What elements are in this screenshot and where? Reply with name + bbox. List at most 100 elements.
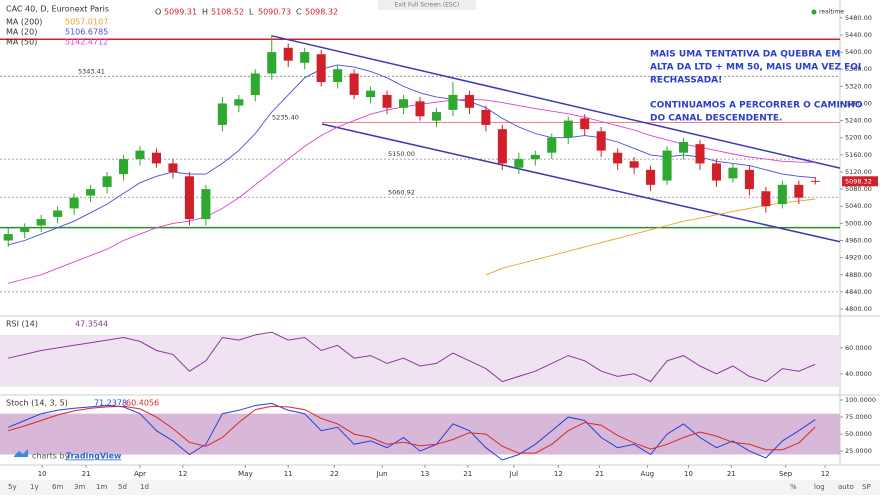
candle-body <box>629 161 639 168</box>
footer: 5y 1y 6m 3m 1m 5d 1d% log auto SP <box>8 483 871 491</box>
brand[interactable]: TradingView <box>66 452 122 461</box>
candle-body <box>563 120 573 138</box>
y-tick-label: 25.0000 <box>845 447 872 455</box>
candle-body <box>761 191 771 207</box>
range-button[interactable]: 1d <box>140 483 149 491</box>
range-button[interactable]: 5d <box>118 483 127 491</box>
candle-body <box>613 152 623 164</box>
y-tick-label: 5320.00 <box>845 82 872 90</box>
x-tick-label: 12 <box>821 470 830 478</box>
range-button[interactable]: 6m <box>52 483 63 491</box>
y-tick-label: 50.0000 <box>845 430 872 438</box>
last-price-box <box>842 176 878 187</box>
y-tick-label: 4960.00 <box>845 236 872 244</box>
x-tick-label: 21 <box>727 470 736 478</box>
legend-value: 5106.6785 <box>65 28 108 37</box>
candle-body <box>3 234 13 241</box>
candle-body <box>168 163 178 172</box>
y-tick-label: 5160.00 <box>845 151 872 159</box>
y-tick-label: 60.0000 <box>845 344 872 352</box>
x-tick-label: 12 <box>554 470 563 478</box>
exit-button[interactable] <box>378 0 476 10</box>
plot-layer: 4800.00 4840.00 4880.00 4920.00 4960.00 5000.… <box>0 14 878 478</box>
option-button[interactable]: % <box>790 483 797 491</box>
y-tick-label: 5400.00 <box>845 48 872 56</box>
y-tick-label: 4880.00 <box>845 271 872 279</box>
range-button[interactable]: 1y <box>30 483 39 491</box>
ohlc-key: O <box>155 8 161 17</box>
y-tick-label: 5240.00 <box>845 117 872 125</box>
y-tick-label: 5040.00 <box>845 202 872 210</box>
y-tick-label: 75.0000 <box>845 413 872 421</box>
annotation: DO CANAL DESCENDENTE. <box>650 114 782 124</box>
ohlc-key: L <box>249 8 254 17</box>
y-tick-label: 5120.00 <box>845 168 872 176</box>
brand-logo <box>14 449 28 457</box>
candle-body <box>431 112 441 121</box>
annotation: MAIS UMA TENTATIVA DA QUEBRA EM <box>650 50 840 60</box>
candle-body <box>481 109 491 125</box>
level-label: 5343.41 <box>78 67 105 75</box>
candle-body <box>794 184 804 198</box>
option-button[interactable]: log <box>814 483 825 491</box>
candle-body <box>201 189 211 220</box>
x-tick-label: Aug <box>640 470 654 478</box>
range-button[interactable]: 3m <box>74 483 85 491</box>
candle-body <box>366 90 376 98</box>
y-tick-label: 5440.00 <box>845 31 872 39</box>
range-button[interactable]: 5y <box>8 483 17 491</box>
option-button[interactable]: auto <box>838 483 854 491</box>
exit-full-screen[interactable]: Exit Full Screen (ESC) <box>395 2 459 9</box>
candle-body <box>382 94 392 108</box>
x-tick-label: Apr <box>134 470 146 478</box>
ma-line <box>485 198 816 276</box>
indicator-line <box>8 331 816 383</box>
y-tick-label: 5480.00 <box>845 14 872 22</box>
candle-body <box>86 189 96 196</box>
ohlc-value: 5108.52 <box>211 8 244 17</box>
candle-body <box>349 73 359 95</box>
rsi-value: 47.3544 <box>75 320 108 329</box>
candle-body <box>151 152 161 164</box>
candle-body <box>530 154 540 160</box>
chart-title: CAC 40, D, Euronext Paris <box>6 5 109 14</box>
brand-prefix: charts by <box>32 452 70 461</box>
ma-legend: MA (200) 5057.0107 MA (20) 5106.6785 MA (50)… <box>6 18 108 47</box>
x-tick-label: 21 <box>82 470 91 478</box>
option-button[interactable]: SP <box>862 483 871 491</box>
band <box>0 413 840 455</box>
ohlc-legend: O 5099.31 H 5108.52 L 5090.73 C 5098.32 <box>155 8 338 17</box>
y-tick-label: 4920.00 <box>845 254 872 262</box>
candle-body <box>711 163 721 181</box>
candle-body <box>744 169 754 190</box>
x-tick-label: Sep <box>779 470 793 478</box>
stoch-d-value: 60.4056 <box>126 399 159 408</box>
candle-body <box>36 219 46 226</box>
last-price-label: 5098.32 <box>845 177 872 185</box>
level-label: 5060.92 <box>388 188 415 196</box>
ohlc-key: C <box>296 8 302 17</box>
candle-body <box>728 167 738 179</box>
ma-line <box>8 64 816 246</box>
candle-body <box>217 103 227 125</box>
indicator-line <box>8 405 816 454</box>
range-button[interactable]: 1m <box>96 483 107 491</box>
candle-body <box>234 99 244 106</box>
x-tick-label: 10 <box>684 470 693 478</box>
trendline <box>271 35 841 169</box>
x-tick-label: 13 <box>420 470 429 478</box>
candle-body <box>679 142 689 153</box>
candle-body <box>662 150 672 181</box>
candle-body <box>69 197 79 209</box>
ohlc-value: 5090.73 <box>258 8 291 17</box>
realtime: realtime <box>819 9 844 16</box>
x-tick-label: 10 <box>38 470 47 478</box>
candle-body <box>333 69 343 83</box>
candle-body <box>300 52 310 63</box>
band <box>0 334 840 387</box>
bottom-bar <box>0 480 880 495</box>
candle-body <box>514 159 524 168</box>
y-tick-label: 5000.00 <box>845 219 872 227</box>
